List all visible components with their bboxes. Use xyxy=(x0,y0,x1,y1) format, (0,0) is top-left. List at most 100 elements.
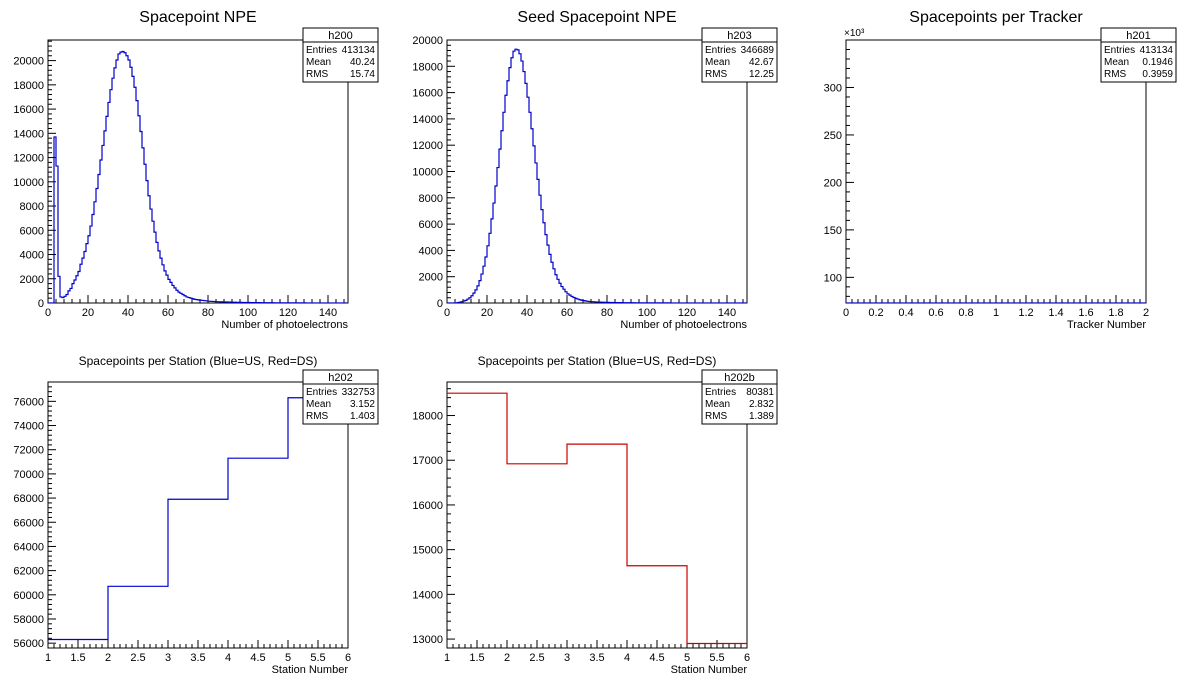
stats-label-entries: Entries xyxy=(306,387,337,398)
y-tick-label: 2000 xyxy=(419,272,443,284)
y-tick-label: 17000 xyxy=(412,455,443,467)
y-tick-label: 10000 xyxy=(13,177,44,189)
x-axis-label: Station Number xyxy=(272,664,349,676)
y-tick-label: 6000 xyxy=(419,219,443,231)
stats-box: h200 Entries 413134 Mean 40.24 RMS 15.74 xyxy=(302,27,379,83)
y-tick-label: 150 xyxy=(824,225,842,237)
histogram-series-line xyxy=(447,392,747,645)
x-tick-label: 40 xyxy=(521,307,533,319)
x-tick-label: 6 xyxy=(744,652,750,664)
x-tick-label: 40 xyxy=(122,307,134,319)
stats-name: h202b xyxy=(724,372,755,384)
x-tick-label: 3 xyxy=(564,652,570,664)
stats-label-mean: Mean xyxy=(306,399,331,410)
x-tick-label: 1 xyxy=(444,652,450,664)
y-tick-label: 20000 xyxy=(13,56,44,68)
x-tick-label: 0.4 xyxy=(898,307,913,319)
stats-label-mean: Mean xyxy=(1104,57,1129,68)
histogram-series-line xyxy=(48,397,348,641)
histogram-panel-h202b: Spacepoints per Station (Blue=US, Red=DS… xyxy=(412,354,778,676)
x-tick-label: 100 xyxy=(638,307,656,319)
y-tick-label: 4000 xyxy=(20,250,44,262)
x-tick-label: 2 xyxy=(1143,307,1149,319)
chart-title: Spacepoints per Station (Blue=US, Red=DS… xyxy=(79,354,318,368)
histogram-panel-h202: Spacepoints per Station (Blue=US, Red=DS… xyxy=(13,354,379,676)
x-tick-label: 60 xyxy=(561,307,573,319)
x-tick-label: 1.5 xyxy=(70,652,85,664)
stats-value-mean: 40.24 xyxy=(350,57,375,68)
stats-label-entries: Entries xyxy=(306,45,337,56)
y-tick-label: 74000 xyxy=(13,421,44,433)
y-tick-label: 200 xyxy=(824,177,842,189)
x-tick-label: 5 xyxy=(684,652,690,664)
y-tick-label: 66000 xyxy=(13,517,44,529)
x-axis-label: Tracker Number xyxy=(1067,319,1146,331)
x-tick-label: 3 xyxy=(165,652,171,664)
x-tick-label: 5 xyxy=(285,652,291,664)
y-axis-exponent: ×10³ xyxy=(844,28,865,39)
plot-frame xyxy=(47,39,349,304)
x-tick-label: 140 xyxy=(718,307,736,319)
y-tick-label: 60000 xyxy=(13,590,44,602)
stats-label-entries: Entries xyxy=(705,387,736,398)
y-tick-label: 20000 xyxy=(412,35,443,47)
stats-label-mean: Mean xyxy=(306,57,331,68)
y-tick-label: 18000 xyxy=(412,411,443,423)
histogram-panel-h201: Spacepoints per Tracker 0 0.2 0.4 0.6 0.8 1 1.2… xyxy=(824,9,1177,331)
x-tick-label: 1 xyxy=(993,307,999,319)
stats-value-mean: 42.67 xyxy=(749,57,774,68)
stats-label-rms: RMS xyxy=(306,411,329,422)
x-axis-label: Number of photoelectrons xyxy=(620,319,747,331)
x-tick-label: 2.5 xyxy=(130,652,145,664)
stats-value-entries: 80381 xyxy=(746,387,774,398)
y-tick-label: 100 xyxy=(824,272,842,284)
y-tick-label: 300 xyxy=(824,82,842,94)
stats-box: h202b Entries 80381 Mean 2.832 RMS 1.389 xyxy=(701,369,778,425)
y-tick-label: 15000 xyxy=(412,545,443,557)
y-tick-label: 6000 xyxy=(20,225,44,237)
stats-value-mean: 0.1946 xyxy=(1142,57,1173,68)
chart-title: Seed Spacepoint NPE xyxy=(517,9,676,26)
y-tick-label: 62000 xyxy=(13,566,44,578)
x-tick-label: 5.5 xyxy=(709,652,724,664)
y-tick-label: 70000 xyxy=(13,469,44,481)
x-tick-label: 0 xyxy=(444,307,450,319)
stats-box-frame xyxy=(302,369,379,425)
x-tick-label: 0.6 xyxy=(928,307,943,319)
stats-box-frame xyxy=(701,27,778,83)
y-tick-label: 64000 xyxy=(13,541,44,553)
x-tick-label: 120 xyxy=(279,307,297,319)
y-tick-label: 8000 xyxy=(419,193,443,205)
stats-value-entries: 346689 xyxy=(741,45,775,56)
y-tick-label: 16000 xyxy=(412,88,443,100)
x-tick-label: 0.2 xyxy=(868,307,883,319)
y-tick-label: 58000 xyxy=(13,614,44,626)
x-tick-label: 80 xyxy=(202,307,214,319)
x-tick-label: 20 xyxy=(481,307,493,319)
y-tick-label: 16000 xyxy=(412,500,443,512)
stats-value-entries: 332753 xyxy=(342,387,376,398)
stats-label-mean: Mean xyxy=(705,57,730,68)
y-tick-label: 14000 xyxy=(412,589,443,601)
x-tick-label: 0 xyxy=(843,307,849,319)
x-tick-label: 80 xyxy=(601,307,613,319)
y-tick-label: 18000 xyxy=(13,80,44,92)
y-tick-label: 14000 xyxy=(412,114,443,126)
x-tick-label: 4 xyxy=(225,652,231,664)
y-tick-label: 18000 xyxy=(412,61,443,73)
x-tick-label: 4.5 xyxy=(649,652,664,664)
x-tick-label: 2 xyxy=(504,652,510,664)
chart-title: Spacepoints per Station (Blue=US, Red=DS… xyxy=(478,354,717,368)
stats-value-rms: 1.403 xyxy=(350,411,375,422)
stats-label-rms: RMS xyxy=(705,411,728,422)
stats-value-rms: 12.25 xyxy=(749,69,774,80)
stats-value-entries: 413134 xyxy=(342,45,376,56)
y-tick-label: 0 xyxy=(437,298,443,310)
x-tick-label: 4 xyxy=(624,652,630,664)
x-tick-label: 2 xyxy=(105,652,111,664)
stats-value-entries: 413134 xyxy=(1140,45,1174,56)
stats-value-rms: 15.74 xyxy=(350,69,375,80)
x-tick-label: 4.5 xyxy=(250,652,265,664)
x-tick-label: 120 xyxy=(678,307,696,319)
x-tick-label: 2.5 xyxy=(529,652,544,664)
